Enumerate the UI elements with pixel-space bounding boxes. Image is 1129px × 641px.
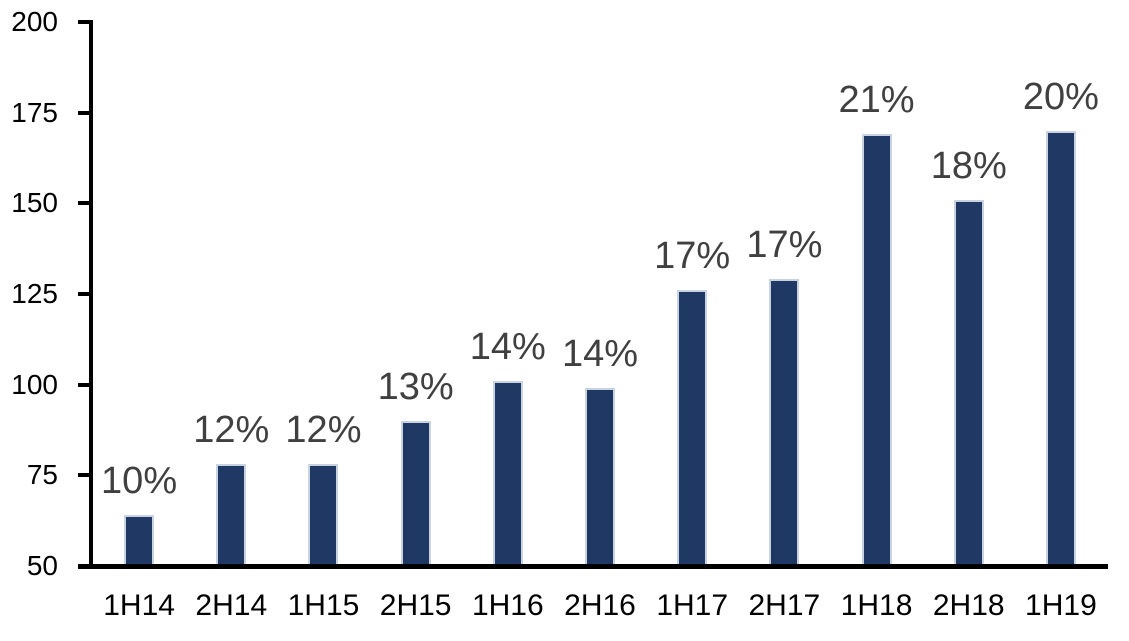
- bar: [124, 515, 155, 569]
- y-tick-label: 100: [11, 368, 58, 400]
- bar-data-label: 10%: [101, 460, 178, 503]
- x-tick-label: 2H18: [932, 589, 1005, 622]
- x-tick-label: 2H14: [195, 589, 268, 622]
- bar: [861, 134, 892, 569]
- y-tick-mark: [78, 292, 93, 296]
- bar-data-label: 14%: [561, 333, 639, 376]
- y-tick-label: 200: [11, 6, 58, 37]
- x-tick-label: 1H14: [103, 589, 175, 622]
- bar: [769, 279, 800, 569]
- y-tick-mark: [78, 382, 93, 387]
- bar-data-label: 21%: [838, 79, 915, 122]
- y-tick-label: 175: [11, 96, 58, 128]
- x-tick-label: 1H17: [656, 589, 729, 622]
- y-tick-mark: [78, 20, 93, 24]
- y-tick-mark: [78, 201, 93, 206]
- x-tick-label: 2H16: [564, 589, 636, 622]
- bar-data-label: 18%: [930, 144, 1007, 187]
- bar-data-label: 12%: [285, 409, 362, 452]
- bar-data-label: 14%: [469, 326, 546, 369]
- y-tick-label: 75: [26, 459, 58, 491]
- y-tick-mark: [78, 564, 93, 568]
- bar: [400, 420, 431, 569]
- x-tick-label: 1H19: [1025, 589, 1097, 622]
- bar: [308, 464, 339, 569]
- y-tick-label: 125: [11, 278, 58, 309]
- x-tick-label: 2H17: [748, 589, 821, 622]
- bar: [492, 381, 523, 569]
- bar-data-label: 17%: [654, 235, 731, 278]
- y-tick-label: 150: [11, 187, 58, 219]
- bar-data-label: 13%: [377, 365, 454, 408]
- y-tick-mark: [78, 473, 93, 478]
- bar-data-label: 17%: [746, 224, 823, 267]
- x-tick-label: 1H16: [471, 589, 544, 622]
- bar: [953, 199, 984, 569]
- x-axis-line: [78, 564, 1108, 569]
- x-tick-label: 1H15: [287, 589, 360, 622]
- x-tick-label: 1H18: [840, 589, 913, 622]
- bar: [1045, 130, 1076, 569]
- y-tick-label: 50: [26, 550, 58, 581]
- y-tick-mark: [78, 110, 93, 115]
- bar-data-label: 12%: [193, 409, 270, 452]
- bar: [216, 464, 247, 569]
- bar: [585, 388, 615, 569]
- x-tick-label: 2H15: [379, 589, 452, 622]
- bar-data-label: 20%: [1022, 75, 1099, 118]
- bar: [677, 290, 708, 569]
